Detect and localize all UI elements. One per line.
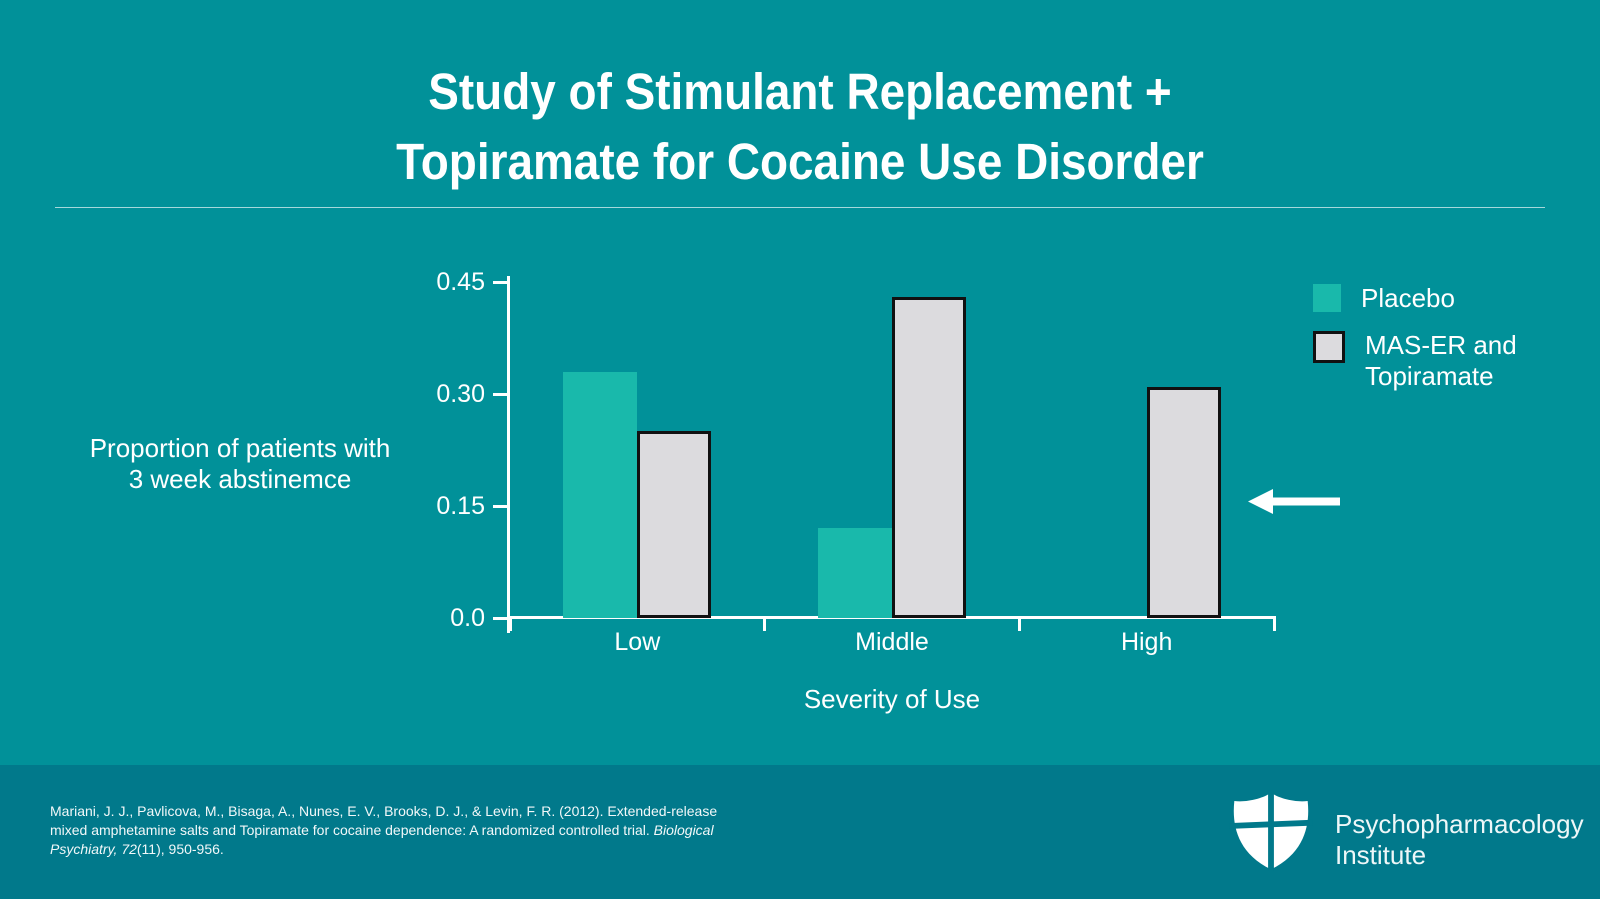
arrow-left-icon xyxy=(1248,489,1340,514)
bar-placebo-middle xyxy=(818,528,892,618)
bar-mas-er-and-topiramate-middle xyxy=(892,296,966,618)
y-tick xyxy=(493,392,510,396)
legend-label: MAS-ER and Topiramate xyxy=(1365,330,1517,391)
x-tick-label-low: Low xyxy=(614,628,661,656)
legend-item: Placebo xyxy=(1313,283,1517,314)
x-tick xyxy=(508,616,512,631)
chart-legend: Placebo MAS-ER and Topiramate xyxy=(1313,283,1517,392)
institute-name-line-2: Institute xyxy=(1335,840,1427,870)
y-tick-label: 0.0 xyxy=(450,604,485,632)
legend-label: Placebo xyxy=(1361,283,1455,313)
bar-placebo-low xyxy=(563,371,638,618)
legend-swatch xyxy=(1313,284,1341,312)
institute-name: Psychopharmacology Institute xyxy=(1335,809,1584,871)
x-tick-label-high: High xyxy=(1120,628,1173,656)
slide-title-line-2: Topiramate for Cocaine Use Disorder xyxy=(396,133,1204,190)
y-axis-title: Proportion of patients with 3 week absti… xyxy=(40,433,440,495)
citation-segment: Mariani, J. J., Pavlicova, M., Bisaga, A… xyxy=(50,803,718,819)
y-axis-title-line-1: Proportion of patients with xyxy=(89,433,391,463)
x-tick-label-middle: Middle xyxy=(855,628,929,656)
y-axis-title-line-2: 3 week abstinemce xyxy=(128,464,352,494)
x-tick xyxy=(1017,616,1021,631)
institute-shield-icon xyxy=(1229,791,1313,871)
title-divider xyxy=(55,207,1545,208)
y-axis xyxy=(507,276,510,633)
footer-band: Mariani, J. J., Pavlicova, M., Bisaga, A… xyxy=(0,765,1600,899)
y-tick-label: 0.30 xyxy=(436,380,485,408)
citation-segment: Psychiatry, 72 xyxy=(50,841,137,857)
slide-title: Study of Stimulant Replacement + Topiram… xyxy=(80,57,1520,197)
bar-mas-er-and-topiramate-low xyxy=(637,431,712,618)
citation-segment: (11), 950-956. xyxy=(136,841,224,857)
y-tick-label: 0.15 xyxy=(436,492,485,520)
x-tick xyxy=(1272,616,1276,631)
legend-item: MAS-ER and Topiramate xyxy=(1313,330,1517,392)
y-tick xyxy=(493,280,510,284)
citation-segment: mixed amphetamine salts and Topiramate f… xyxy=(50,822,654,838)
x-tick xyxy=(763,616,767,631)
y-tick xyxy=(493,504,510,508)
institute-name-line-1: Psychopharmacology xyxy=(1335,809,1584,839)
citation-segment: Biological xyxy=(653,822,714,838)
x-axis-title: Severity of Use xyxy=(803,684,981,714)
legend-swatch xyxy=(1313,331,1345,363)
y-tick xyxy=(493,616,510,620)
slide-title-line-1: Study of Stimulant Replacement + xyxy=(428,63,1172,120)
citation: Mariani, J. J., Pavlicova, M., Bisaga, A… xyxy=(50,802,790,859)
bar-mas-er-and-topiramate-high xyxy=(1146,386,1221,618)
y-tick-label: 0.45 xyxy=(436,268,485,296)
